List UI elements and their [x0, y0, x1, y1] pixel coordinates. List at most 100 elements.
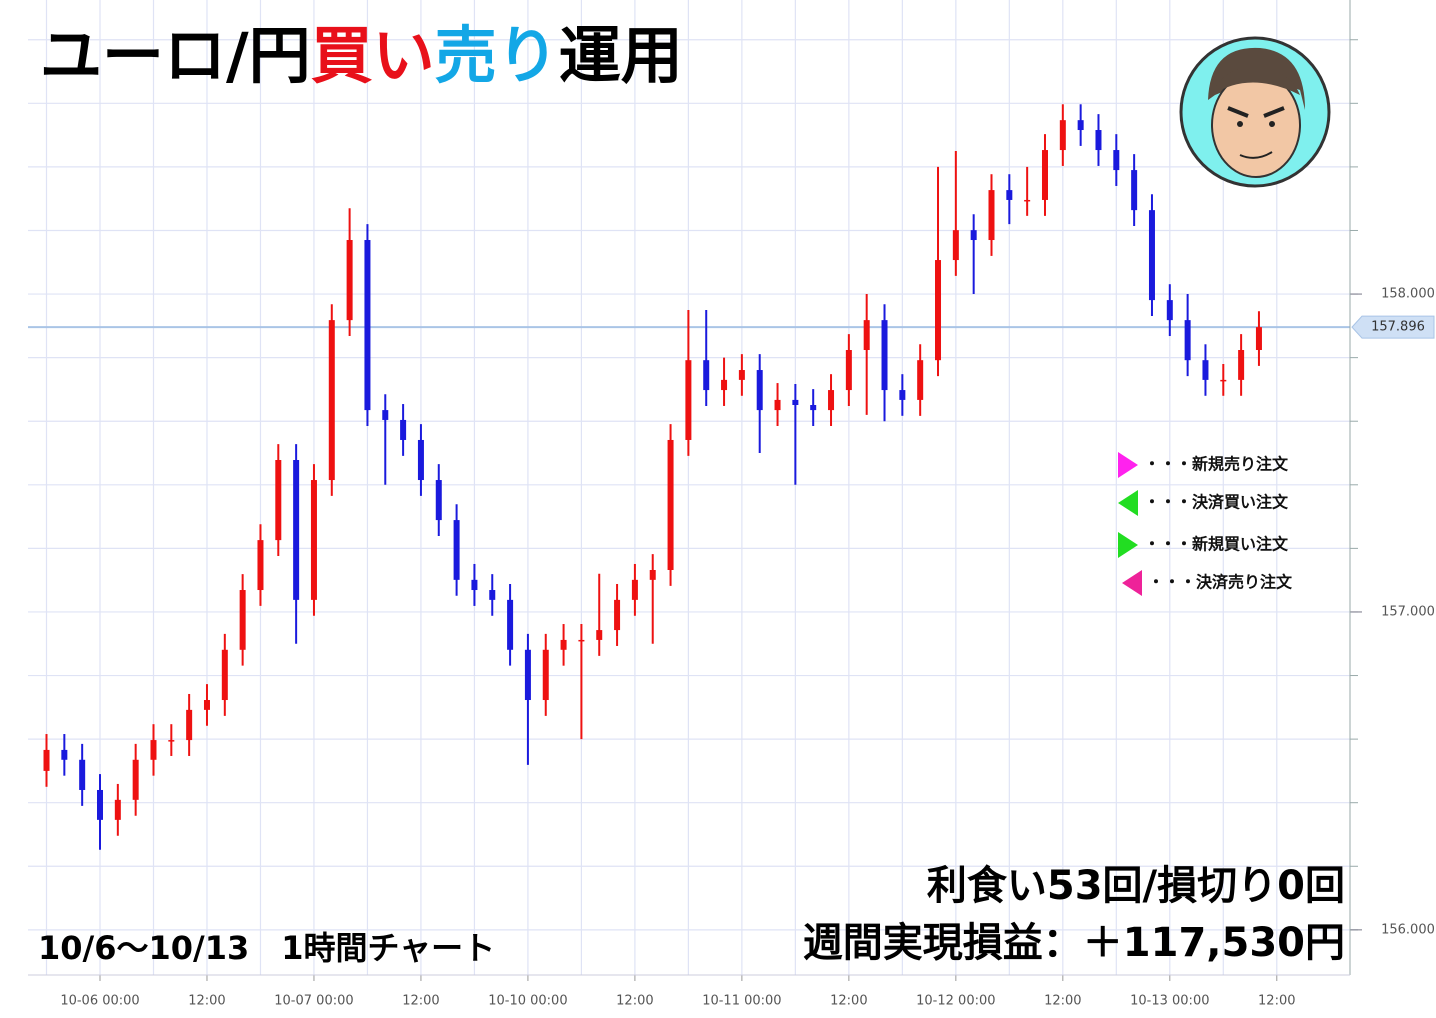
- legend-marker: [1118, 452, 1138, 478]
- candle-body: [863, 320, 870, 351]
- candle-body: [310, 480, 317, 600]
- candle-body: [1166, 300, 1173, 321]
- candle-body: [685, 360, 692, 440]
- candle-body: [417, 439, 424, 481]
- x-tick-label: 12:00: [1258, 994, 1295, 1009]
- legend-label: ・・・決済買い注文: [1144, 493, 1289, 512]
- title-part: 売り: [435, 19, 559, 92]
- legend: ・・・新規売り注文・・・決済買い注文・・・新規買い注文・・・決済売り注文: [1118, 452, 1293, 596]
- candle-body: [970, 230, 977, 241]
- last-price-box: [1351, 315, 1435, 339]
- candle-body: [1113, 150, 1120, 171]
- candle-body: [435, 480, 442, 521]
- candle-body: [257, 540, 264, 591]
- chart-title: ユーロ/円買い売り運用: [40, 19, 683, 92]
- candle-body: [1095, 130, 1102, 151]
- candle-body: [1041, 150, 1048, 200]
- candle-body: [168, 740, 175, 742]
- candle-body: [507, 599, 514, 650]
- candle-body: [453, 520, 460, 580]
- candle-body: [275, 460, 282, 541]
- candle-body: [703, 360, 710, 391]
- candle-body: [79, 759, 86, 790]
- y-tick-label: 156.000: [1381, 922, 1435, 937]
- candle-body: [738, 370, 745, 380]
- y-tick-label: 158.000: [1381, 287, 1435, 302]
- candle-body: [649, 569, 656, 580]
- candle-body: [899, 390, 906, 400]
- x-tick-label: 12:00: [830, 994, 867, 1009]
- candle-body: [1024, 199, 1031, 202]
- candle-body: [614, 599, 621, 631]
- candle-body: [293, 460, 300, 600]
- candle-body: [328, 320, 335, 481]
- x-tick-label: 10-12 00:00: [916, 994, 995, 1009]
- title-part: 運用: [559, 19, 683, 92]
- subtitle: 10/6〜10/13 1時間チャート: [38, 929, 495, 967]
- candle-body: [542, 649, 549, 701]
- candle-body: [952, 230, 959, 261]
- x-tick-label: 10-06 00:00: [60, 994, 139, 1009]
- candle-body: [471, 579, 478, 591]
- candle-body: [596, 630, 603, 640]
- candle-body: [43, 749, 50, 771]
- x-tick-label: 10-10 00:00: [488, 994, 567, 1009]
- candle-body: [988, 190, 995, 241]
- x-tick-label: 12:00: [188, 994, 225, 1009]
- candle-body: [97, 789, 103, 820]
- annotation: 週間実現損益：＋117,530円: [803, 920, 1345, 966]
- candle-body: [1077, 120, 1084, 131]
- x-tick-label: 10-07 00:00: [274, 994, 353, 1009]
- x-tick-label: 12:00: [402, 994, 439, 1009]
- candle-body: [239, 590, 246, 650]
- candle-body: [1148, 210, 1155, 301]
- candle-body: [489, 590, 496, 600]
- grid: 156.000 157.000 158.000 10-06 00:00 12:00 10-…: [28, 0, 1435, 1009]
- candle-body: [756, 370, 763, 411]
- candle-body: [61, 749, 68, 760]
- candle-body: [1202, 360, 1209, 380]
- candle-body: [1220, 379, 1227, 382]
- candle-body: [631, 579, 638, 600]
- candle-body: [150, 740, 157, 760]
- candle-body: [1255, 327, 1262, 351]
- x-tick-label: 12:00: [616, 994, 653, 1009]
- candle-body: [1131, 170, 1138, 211]
- candle-body: [221, 649, 228, 701]
- avatar: [1179, 36, 1331, 188]
- candle-body: [828, 390, 835, 411]
- legend-label: ・・・決済売り注文: [1148, 573, 1293, 592]
- candle-body: [667, 439, 674, 570]
- candle-body: [1006, 190, 1013, 200]
- candle-body: [774, 399, 781, 411]
- candle-body: [721, 379, 728, 391]
- legend-marker: [1118, 490, 1138, 516]
- candle-body: [578, 639, 585, 642]
- legend-marker: [1118, 532, 1138, 558]
- candle-body: [845, 350, 852, 391]
- candle-body: [1238, 350, 1245, 380]
- candle-body: [1184, 320, 1191, 361]
- candle-body: [935, 260, 942, 361]
- last-price-label: 157.896: [1371, 320, 1425, 335]
- candle-body: [364, 240, 371, 411]
- candle-body: [881, 320, 888, 391]
- candle-body: [917, 360, 924, 400]
- x-tick-label: 12:00: [1044, 994, 1081, 1009]
- candle-body: [203, 700, 210, 710]
- title-part: ユーロ/円: [40, 19, 311, 92]
- legend-label: ・・・新規買い注文: [1144, 535, 1289, 554]
- candle-body: [1059, 120, 1066, 151]
- x-tick-label: 10-11 00:00: [702, 994, 781, 1009]
- candle-body: [400, 419, 407, 440]
- candle-body: [114, 799, 121, 820]
- x-tick-label: 10-13 00:00: [1130, 994, 1209, 1009]
- candle-body: [810, 405, 817, 411]
- candle-body: [792, 399, 799, 406]
- y-tick-label: 157.000: [1381, 604, 1435, 619]
- legend-label: ・・・新規売り注文: [1144, 455, 1289, 474]
- candle-body: [132, 759, 139, 800]
- annotation: 利食い53回/損切り0回: [927, 863, 1345, 909]
